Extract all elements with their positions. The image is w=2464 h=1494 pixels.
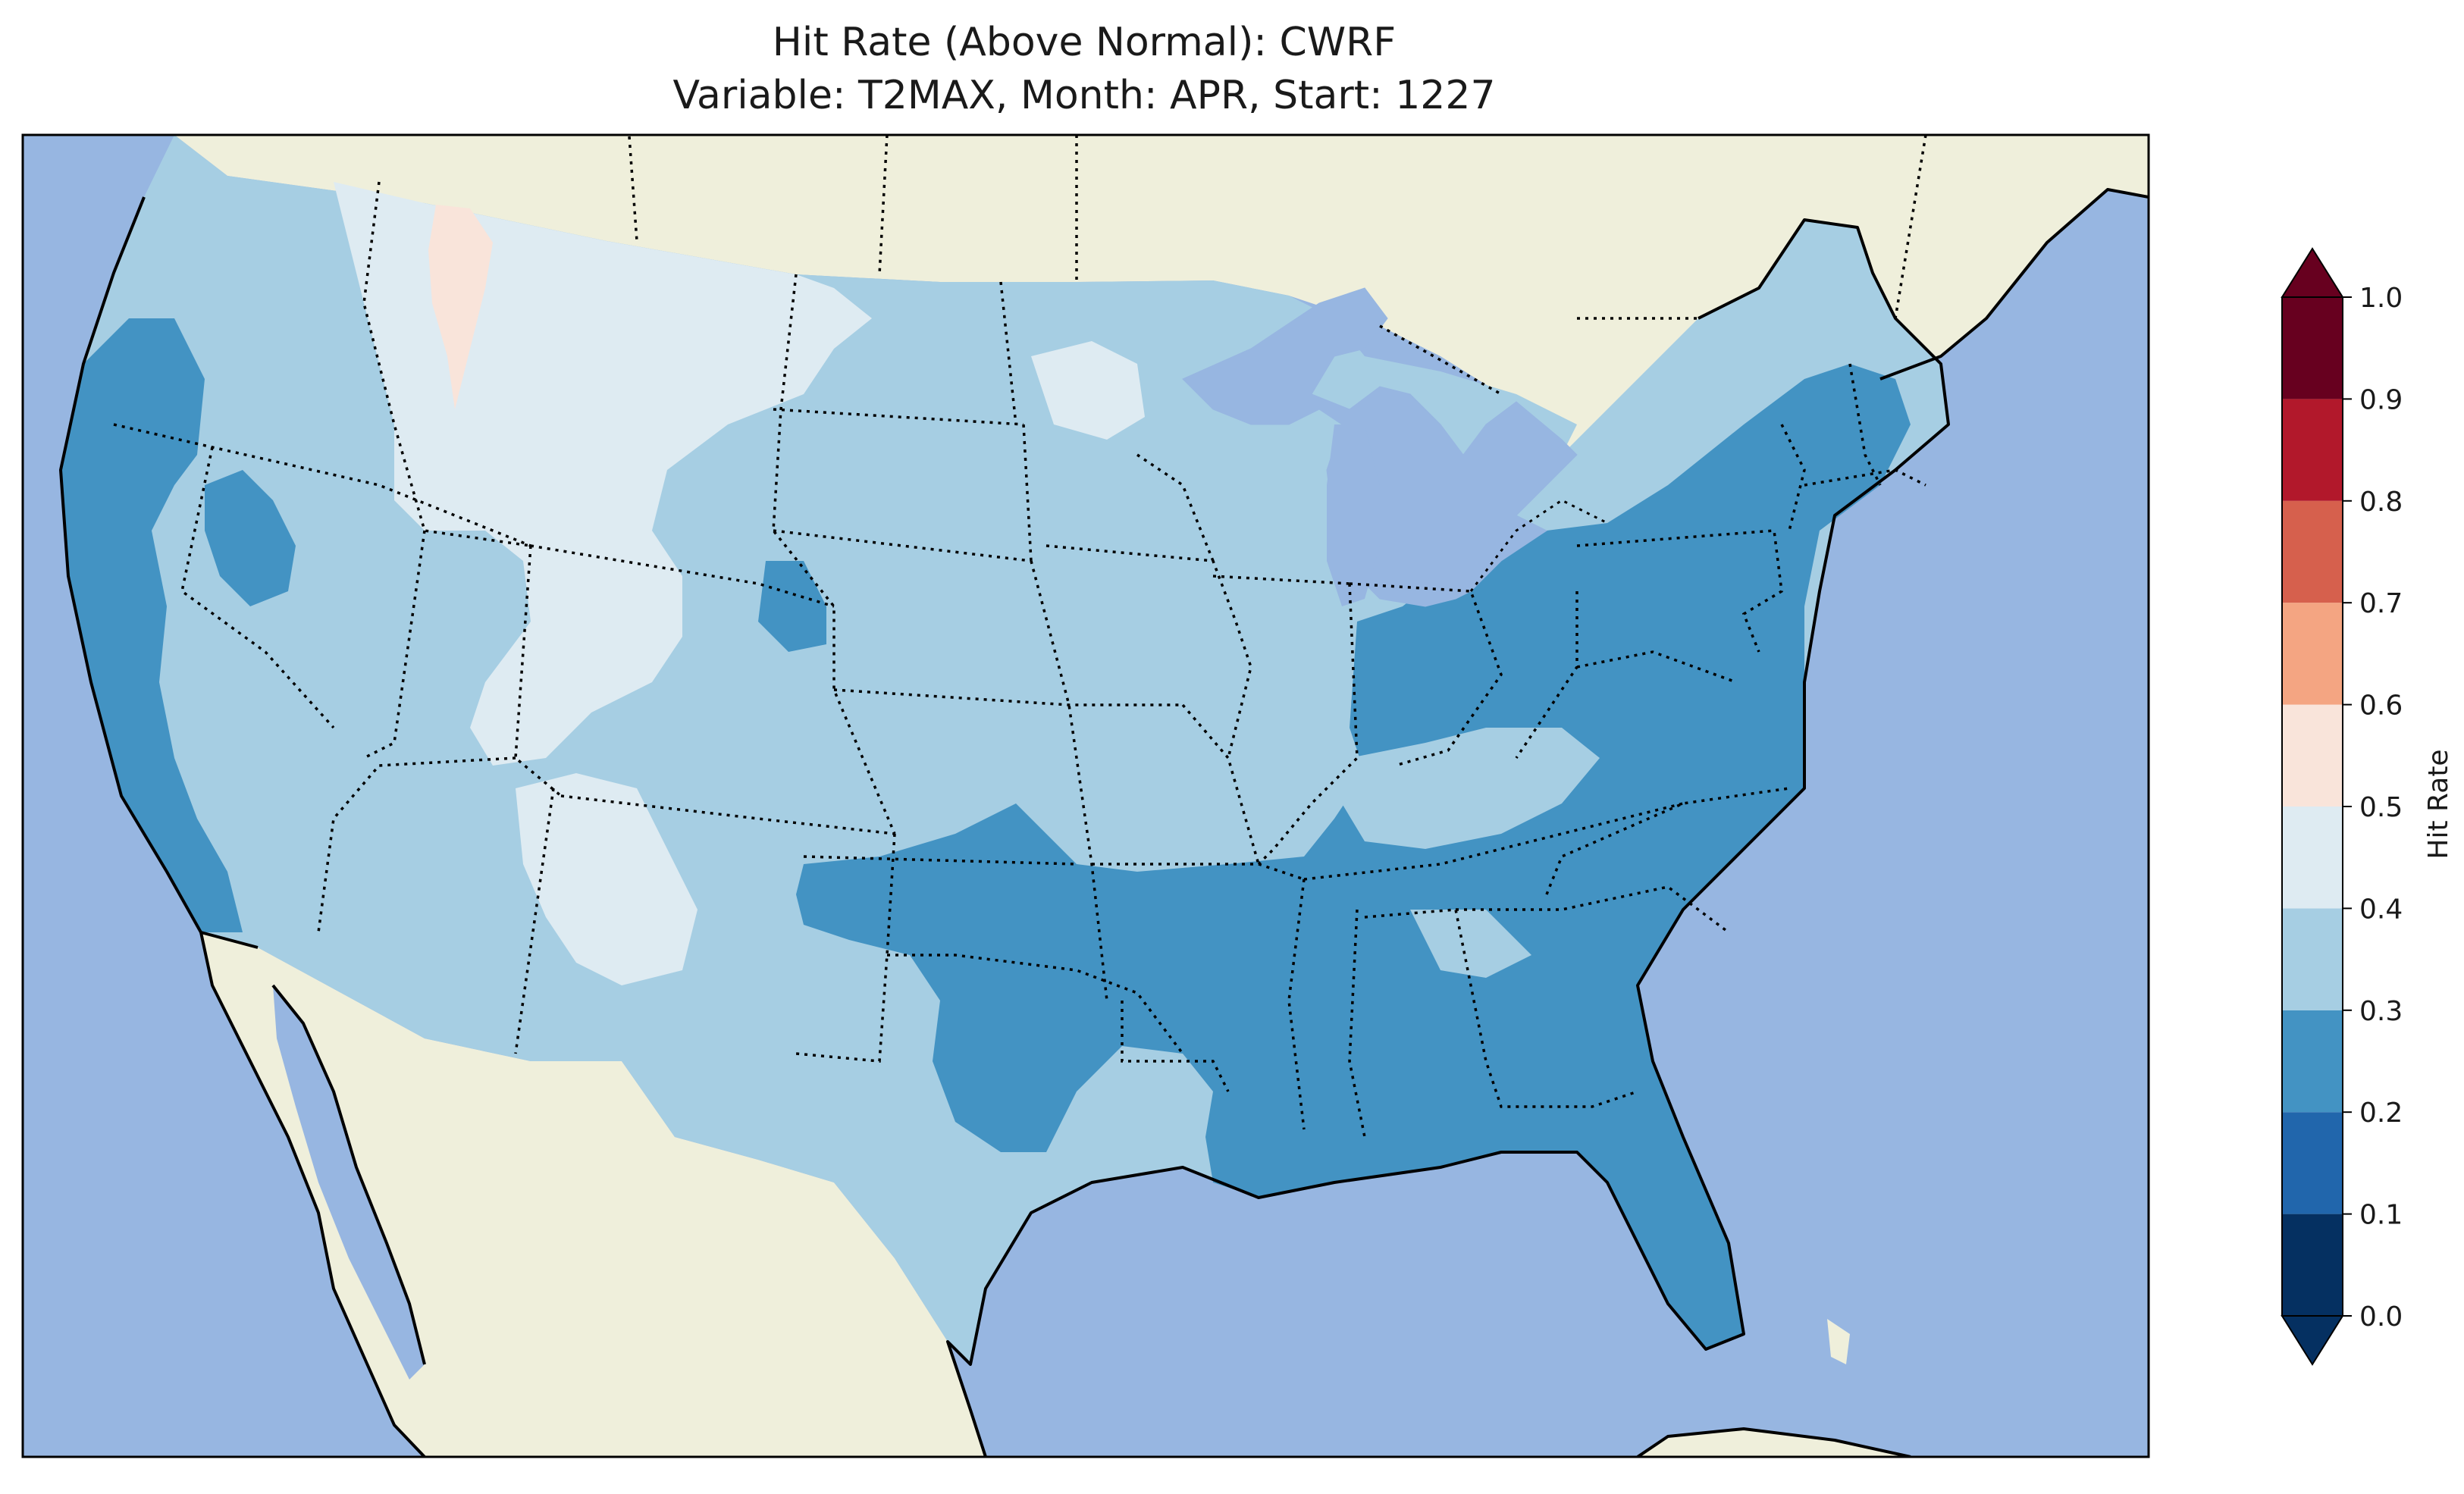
colorbar-bin-1 bbox=[2282, 1112, 2343, 1214]
colorbar-bin-2 bbox=[2282, 1010, 2343, 1113]
colorbar-bin-0 bbox=[2282, 1214, 2343, 1316]
lake-michigan bbox=[1327, 424, 1380, 606]
colorbar-bin-7 bbox=[2282, 500, 2343, 603]
field-region-0.3-alabama-gap bbox=[1410, 910, 1531, 978]
colorbar-bin-5 bbox=[2282, 704, 2343, 807]
colorbar-bin-3 bbox=[2282, 908, 2343, 1010]
colorbar-tick-label: 0.0 bbox=[2359, 1301, 2403, 1333]
coastlines bbox=[59, 188, 2149, 1457]
colorbar-tick-label: 0.5 bbox=[2359, 792, 2403, 823]
colorbar-label: Hit Rate bbox=[2423, 749, 2454, 859]
colorbar-tick-label: 0.4 bbox=[2359, 894, 2403, 925]
colorbar-tick-label: 0.7 bbox=[2359, 588, 2403, 619]
colorbar-bin-8 bbox=[2282, 399, 2343, 501]
field-region-0.5-idaho bbox=[428, 205, 493, 409]
colorbar: 0.0 0.1 0.2 0.3 0.4 0.5 0.6 0.7 0.8 0.9 1.0 bbox=[2281, 247, 2403, 1366]
cuba-land bbox=[1638, 1429, 1911, 1457]
map-title: Hit Rate (Above Normal): CWRF bbox=[772, 20, 1397, 65]
field-region-0.4-minnesota bbox=[1031, 341, 1145, 440]
state-borders bbox=[113, 135, 1927, 1138]
colorbar-tick-label: 0.9 bbox=[2359, 384, 2403, 415]
bahamas-land bbox=[1827, 1319, 1850, 1364]
colorbar-tick-label: 0.8 bbox=[2359, 487, 2403, 518]
colorbar-bin-4 bbox=[2282, 807, 2343, 909]
field-region-0.2-southeast bbox=[796, 364, 1911, 1349]
colorbar-extend-max bbox=[2281, 247, 2344, 298]
colorbar-tick-label: 0.3 bbox=[2359, 996, 2403, 1027]
colorbar-tick-label: 0.2 bbox=[2359, 1098, 2403, 1129]
colorbar-extend-min bbox=[2281, 1315, 2344, 1366]
field-region-0.4-southwest bbox=[516, 773, 698, 985]
colorbar-bin-6 bbox=[2282, 603, 2343, 705]
field-region-0.3-kentucky bbox=[1342, 728, 1600, 849]
map-frame bbox=[21, 133, 2150, 1458]
colorbar-bin-9 bbox=[2282, 297, 2343, 399]
field-region-0.2-oregon bbox=[205, 470, 296, 606]
gulf-of-california bbox=[273, 985, 425, 1380]
field-region-0.2-colorado bbox=[758, 561, 826, 652]
colorbar-tick-label: 1.0 bbox=[2359, 283, 2403, 314]
map-area bbox=[23, 135, 2149, 1457]
colorbar-tick-label: 0.1 bbox=[2359, 1200, 2403, 1231]
map-subtitle: Variable: T2MAX, Month: APR, Start: 1227 bbox=[672, 73, 1496, 118]
field-region-0.2-west-coast bbox=[61, 318, 243, 932]
colorbar-tick-label: 0.6 bbox=[2359, 691, 2403, 722]
